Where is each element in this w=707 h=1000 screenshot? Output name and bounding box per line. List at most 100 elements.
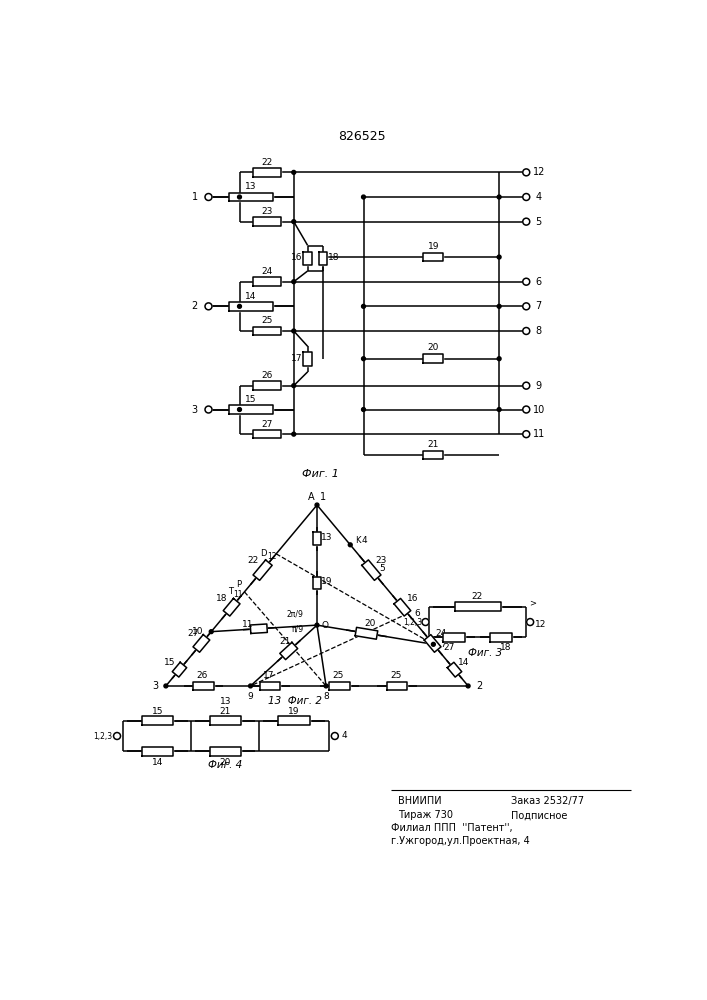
Polygon shape [423,354,443,363]
Polygon shape [252,217,281,226]
Text: 19: 19 [320,577,332,586]
Circle shape [315,623,319,627]
Polygon shape [250,624,267,633]
Text: 18: 18 [328,253,340,262]
Polygon shape [424,635,441,652]
Circle shape [522,431,530,438]
Circle shape [497,255,501,259]
Text: 17: 17 [263,671,274,680]
Text: 21: 21 [219,707,230,716]
Circle shape [361,408,366,411]
Text: 21: 21 [279,637,291,646]
Polygon shape [455,602,501,611]
Text: 11: 11 [532,429,545,439]
Text: 24: 24 [261,267,272,276]
Circle shape [292,220,296,224]
Text: 22: 22 [472,592,483,601]
Text: 8: 8 [536,326,542,336]
Text: 25: 25 [390,671,402,680]
Polygon shape [260,682,281,690]
Text: 22: 22 [247,556,259,565]
Text: 27: 27 [261,420,272,429]
Circle shape [361,195,366,199]
Text: 15: 15 [245,395,257,404]
Text: 2π/9: 2π/9 [287,609,304,618]
Text: 826525: 826525 [338,130,386,143]
Text: 21: 21 [428,440,439,449]
Text: D: D [261,549,267,558]
Text: 24: 24 [436,629,447,638]
Circle shape [522,278,530,285]
Polygon shape [141,716,173,725]
Text: 20: 20 [364,619,375,628]
Text: 13: 13 [245,182,257,191]
Text: >: > [529,598,536,607]
Text: 9: 9 [247,692,253,701]
Circle shape [238,195,241,199]
Polygon shape [362,560,381,580]
Polygon shape [253,560,272,580]
Text: 18: 18 [216,594,227,603]
Text: 25: 25 [261,316,272,325]
Circle shape [497,357,501,361]
Circle shape [497,304,501,308]
Polygon shape [394,598,411,616]
Circle shape [205,303,212,310]
Text: 4: 4 [361,536,367,545]
Circle shape [466,684,470,688]
Polygon shape [423,253,443,261]
Text: 17: 17 [291,354,303,363]
Polygon shape [194,682,214,690]
Text: Фиг. 4: Фиг. 4 [209,760,243,770]
Polygon shape [303,252,312,265]
Polygon shape [173,662,187,677]
Circle shape [292,432,296,436]
Circle shape [209,630,213,634]
Polygon shape [252,277,281,286]
Polygon shape [448,662,462,677]
Circle shape [238,408,241,411]
Text: 10: 10 [532,405,545,415]
Text: 1,2,3: 1,2,3 [403,618,422,627]
Text: 10: 10 [192,627,203,636]
Circle shape [422,619,429,626]
Text: Тираж 730: Тираж 730 [398,810,453,820]
Polygon shape [252,327,281,335]
Circle shape [292,170,296,174]
Circle shape [522,303,530,310]
Text: 7: 7 [440,640,445,649]
Text: 13  Фиг. 2: 13 Фиг. 2 [268,696,322,706]
Circle shape [238,304,241,308]
Polygon shape [210,747,240,756]
Text: 15: 15 [164,658,176,667]
Text: Подписное: Подписное [510,810,567,820]
Polygon shape [252,430,281,438]
Text: 2: 2 [476,681,482,691]
Circle shape [522,169,530,176]
Text: 2: 2 [192,301,198,311]
Text: 12: 12 [267,552,276,561]
Polygon shape [280,642,298,660]
Polygon shape [355,627,378,639]
Circle shape [361,357,366,361]
Text: 13: 13 [320,533,332,542]
Text: 27: 27 [187,629,199,638]
Text: 25: 25 [332,671,344,680]
Text: 14: 14 [458,658,469,667]
Circle shape [114,733,120,739]
Text: 1: 1 [192,192,198,202]
Text: 14: 14 [152,758,163,767]
Text: 12: 12 [534,620,546,629]
Polygon shape [252,168,281,177]
Circle shape [164,684,168,688]
Text: ВНИИПИ: ВНИИПИ [398,796,442,806]
Text: P: P [235,580,241,589]
Polygon shape [193,635,210,652]
Text: 23: 23 [375,556,387,565]
Circle shape [522,382,530,389]
Circle shape [292,384,296,388]
Polygon shape [141,747,173,756]
Text: 22: 22 [261,158,272,167]
Text: 19: 19 [428,242,439,251]
Text: 27: 27 [444,643,455,652]
